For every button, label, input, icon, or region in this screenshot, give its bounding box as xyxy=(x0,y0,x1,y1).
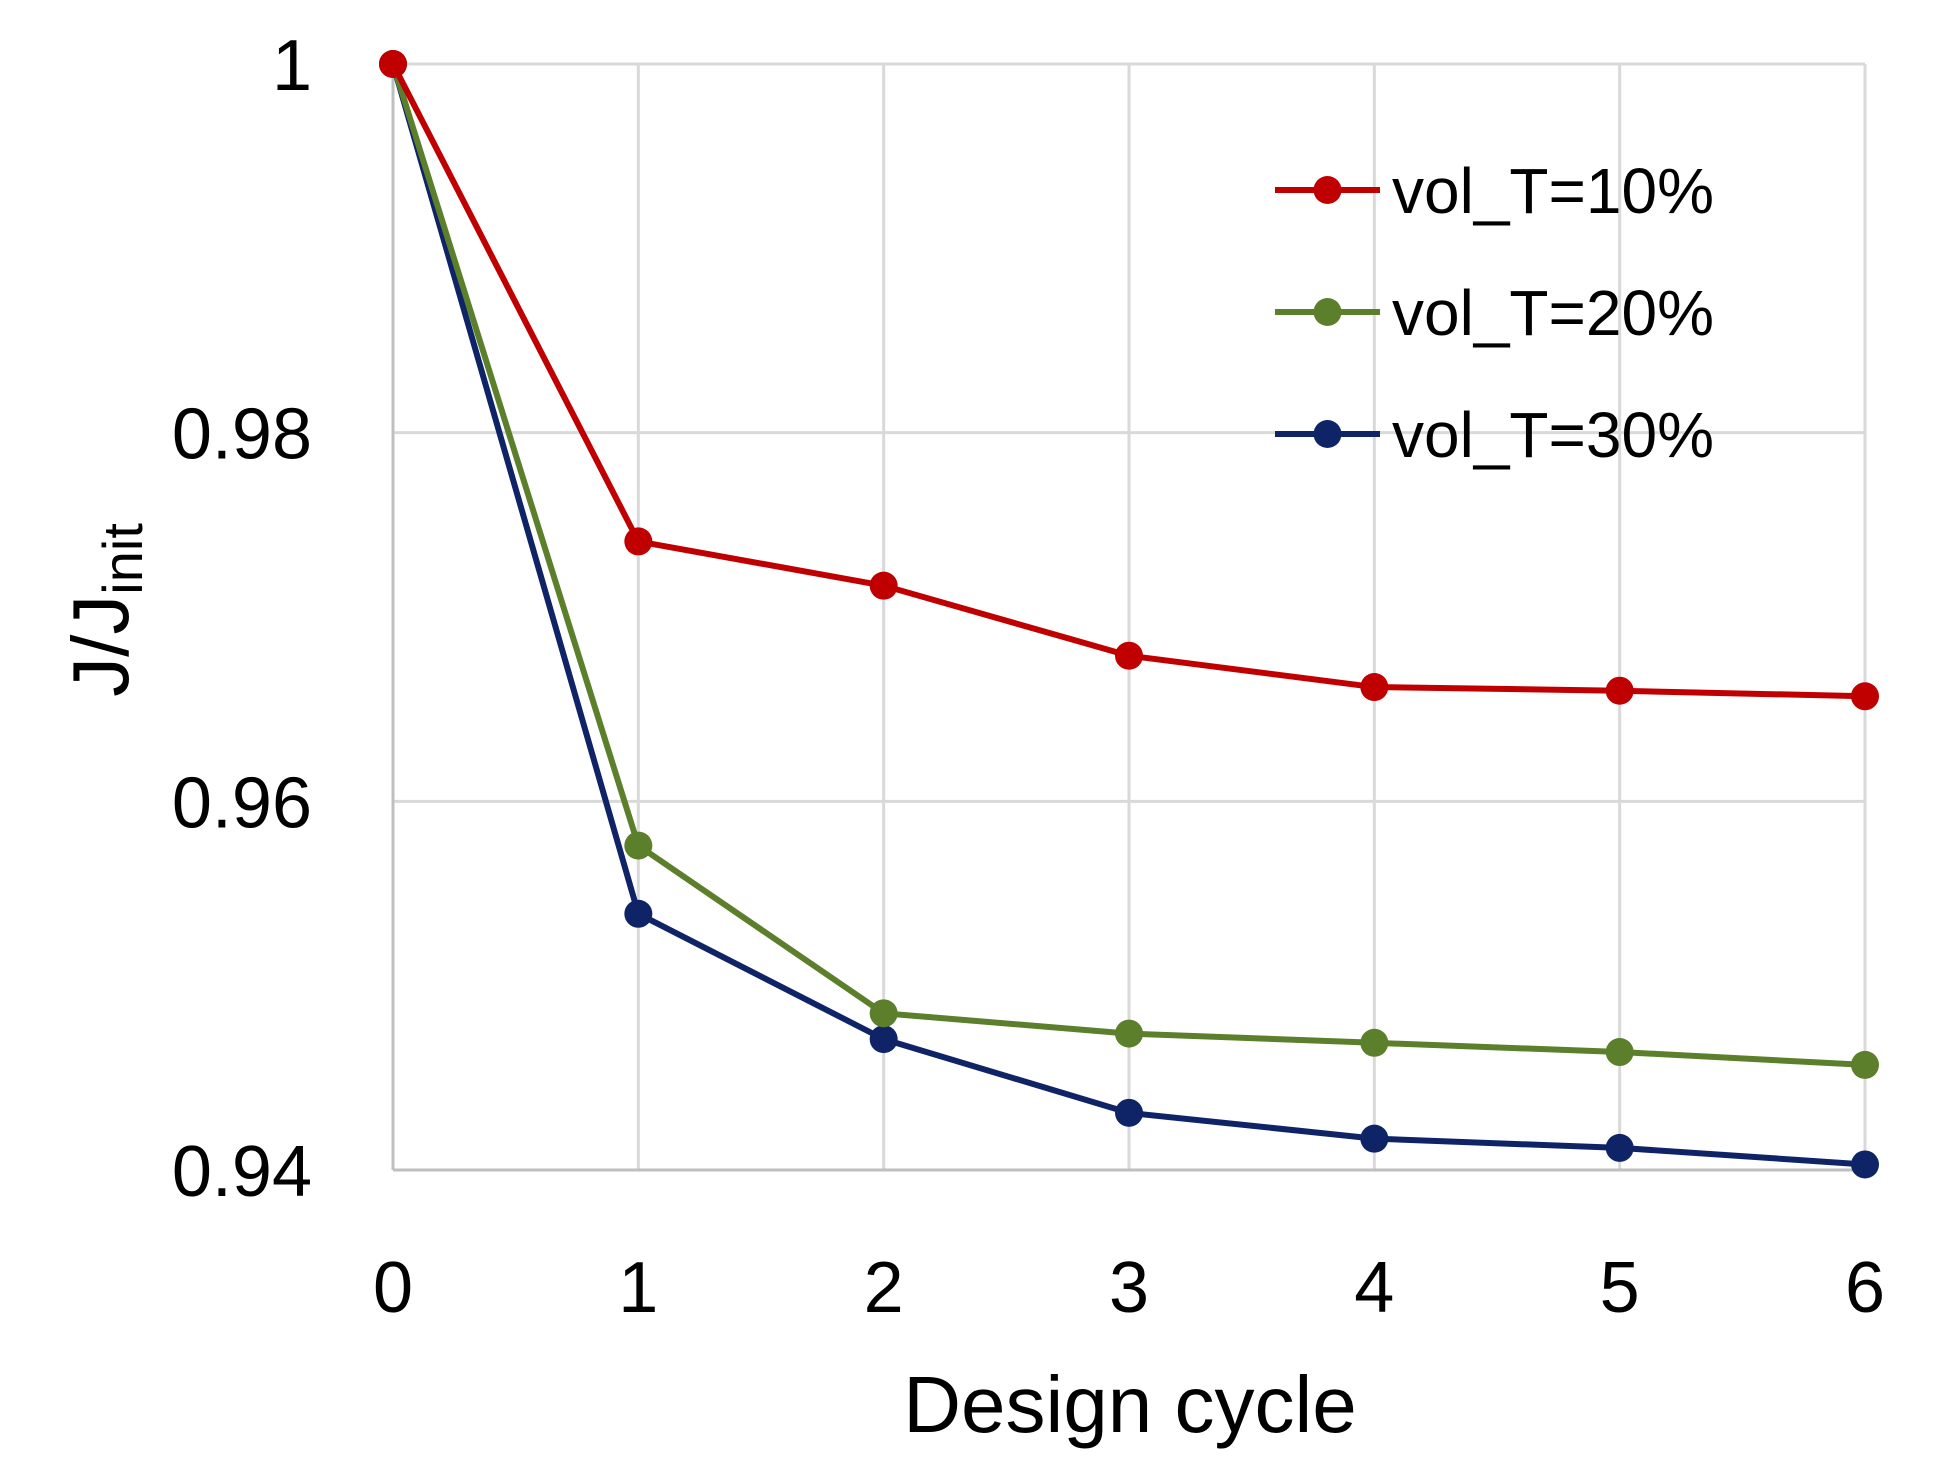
y-axis-title-main: J/J xyxy=(56,595,145,697)
data-point xyxy=(1115,641,1143,670)
legend-swatch-marker xyxy=(1313,420,1342,448)
x-tick-label: 2 xyxy=(864,1248,904,1328)
legend-label: vol_T=30% xyxy=(1392,399,1714,471)
y-tick-label: 0.96 xyxy=(172,763,312,843)
data-point xyxy=(1360,1028,1389,1057)
legend-item: vol_T=30% xyxy=(1275,399,1714,471)
data-point xyxy=(1605,1038,1634,1067)
x-tick-label: 0 xyxy=(373,1248,413,1328)
data-point xyxy=(1360,673,1389,702)
y-tick-label: 0.94 xyxy=(172,1132,312,1212)
legend-item: vol_T=10% xyxy=(1275,155,1714,227)
data-point xyxy=(1115,1098,1143,1127)
data-point xyxy=(869,1025,898,1054)
legend-label: vol_T=10% xyxy=(1392,155,1714,227)
data-point xyxy=(869,999,898,1028)
x-tick-label: 3 xyxy=(1109,1248,1149,1328)
x-axis-title: Design cycle xyxy=(903,1360,1357,1449)
legend: vol_T=10% vol_T=20% vol_T=30% xyxy=(1275,155,1714,471)
data-point xyxy=(624,899,653,928)
data-point xyxy=(869,571,898,600)
x-tick-label: 4 xyxy=(1354,1248,1394,1328)
legend-swatch-marker xyxy=(1313,298,1342,326)
data-point xyxy=(379,50,407,78)
y-axis-title-subscript: init xyxy=(91,523,154,595)
data-point xyxy=(1851,682,1879,711)
x-tick-label: 6 xyxy=(1845,1248,1885,1328)
data-point xyxy=(1605,1133,1634,1162)
tick-labels: 0.94 0.96 0.98 1 0 1 2 3 4 5 6 xyxy=(172,26,1885,1328)
data-point xyxy=(1360,1124,1389,1153)
y-axis-title: J/Jinit xyxy=(56,523,154,697)
data-point xyxy=(624,831,653,860)
legend-label: vol_T=20% xyxy=(1392,277,1714,349)
series-1 xyxy=(379,50,1879,711)
y-tick-label: 0.98 xyxy=(172,395,312,475)
x-tick-label: 1 xyxy=(618,1248,658,1328)
legend-swatch-marker xyxy=(1313,176,1342,204)
y-tick-label: 1 xyxy=(272,26,312,106)
series-group xyxy=(379,50,1879,1179)
data-point xyxy=(1605,676,1634,705)
data-point xyxy=(1851,1150,1879,1179)
grid xyxy=(393,62,1867,1170)
x-tick-label: 5 xyxy=(1600,1248,1640,1328)
data-point xyxy=(1115,1019,1143,1048)
data-point xyxy=(1851,1050,1879,1079)
data-point xyxy=(624,527,653,556)
axes xyxy=(391,64,1865,1172)
legend-item: vol_T=20% xyxy=(1275,277,1714,349)
